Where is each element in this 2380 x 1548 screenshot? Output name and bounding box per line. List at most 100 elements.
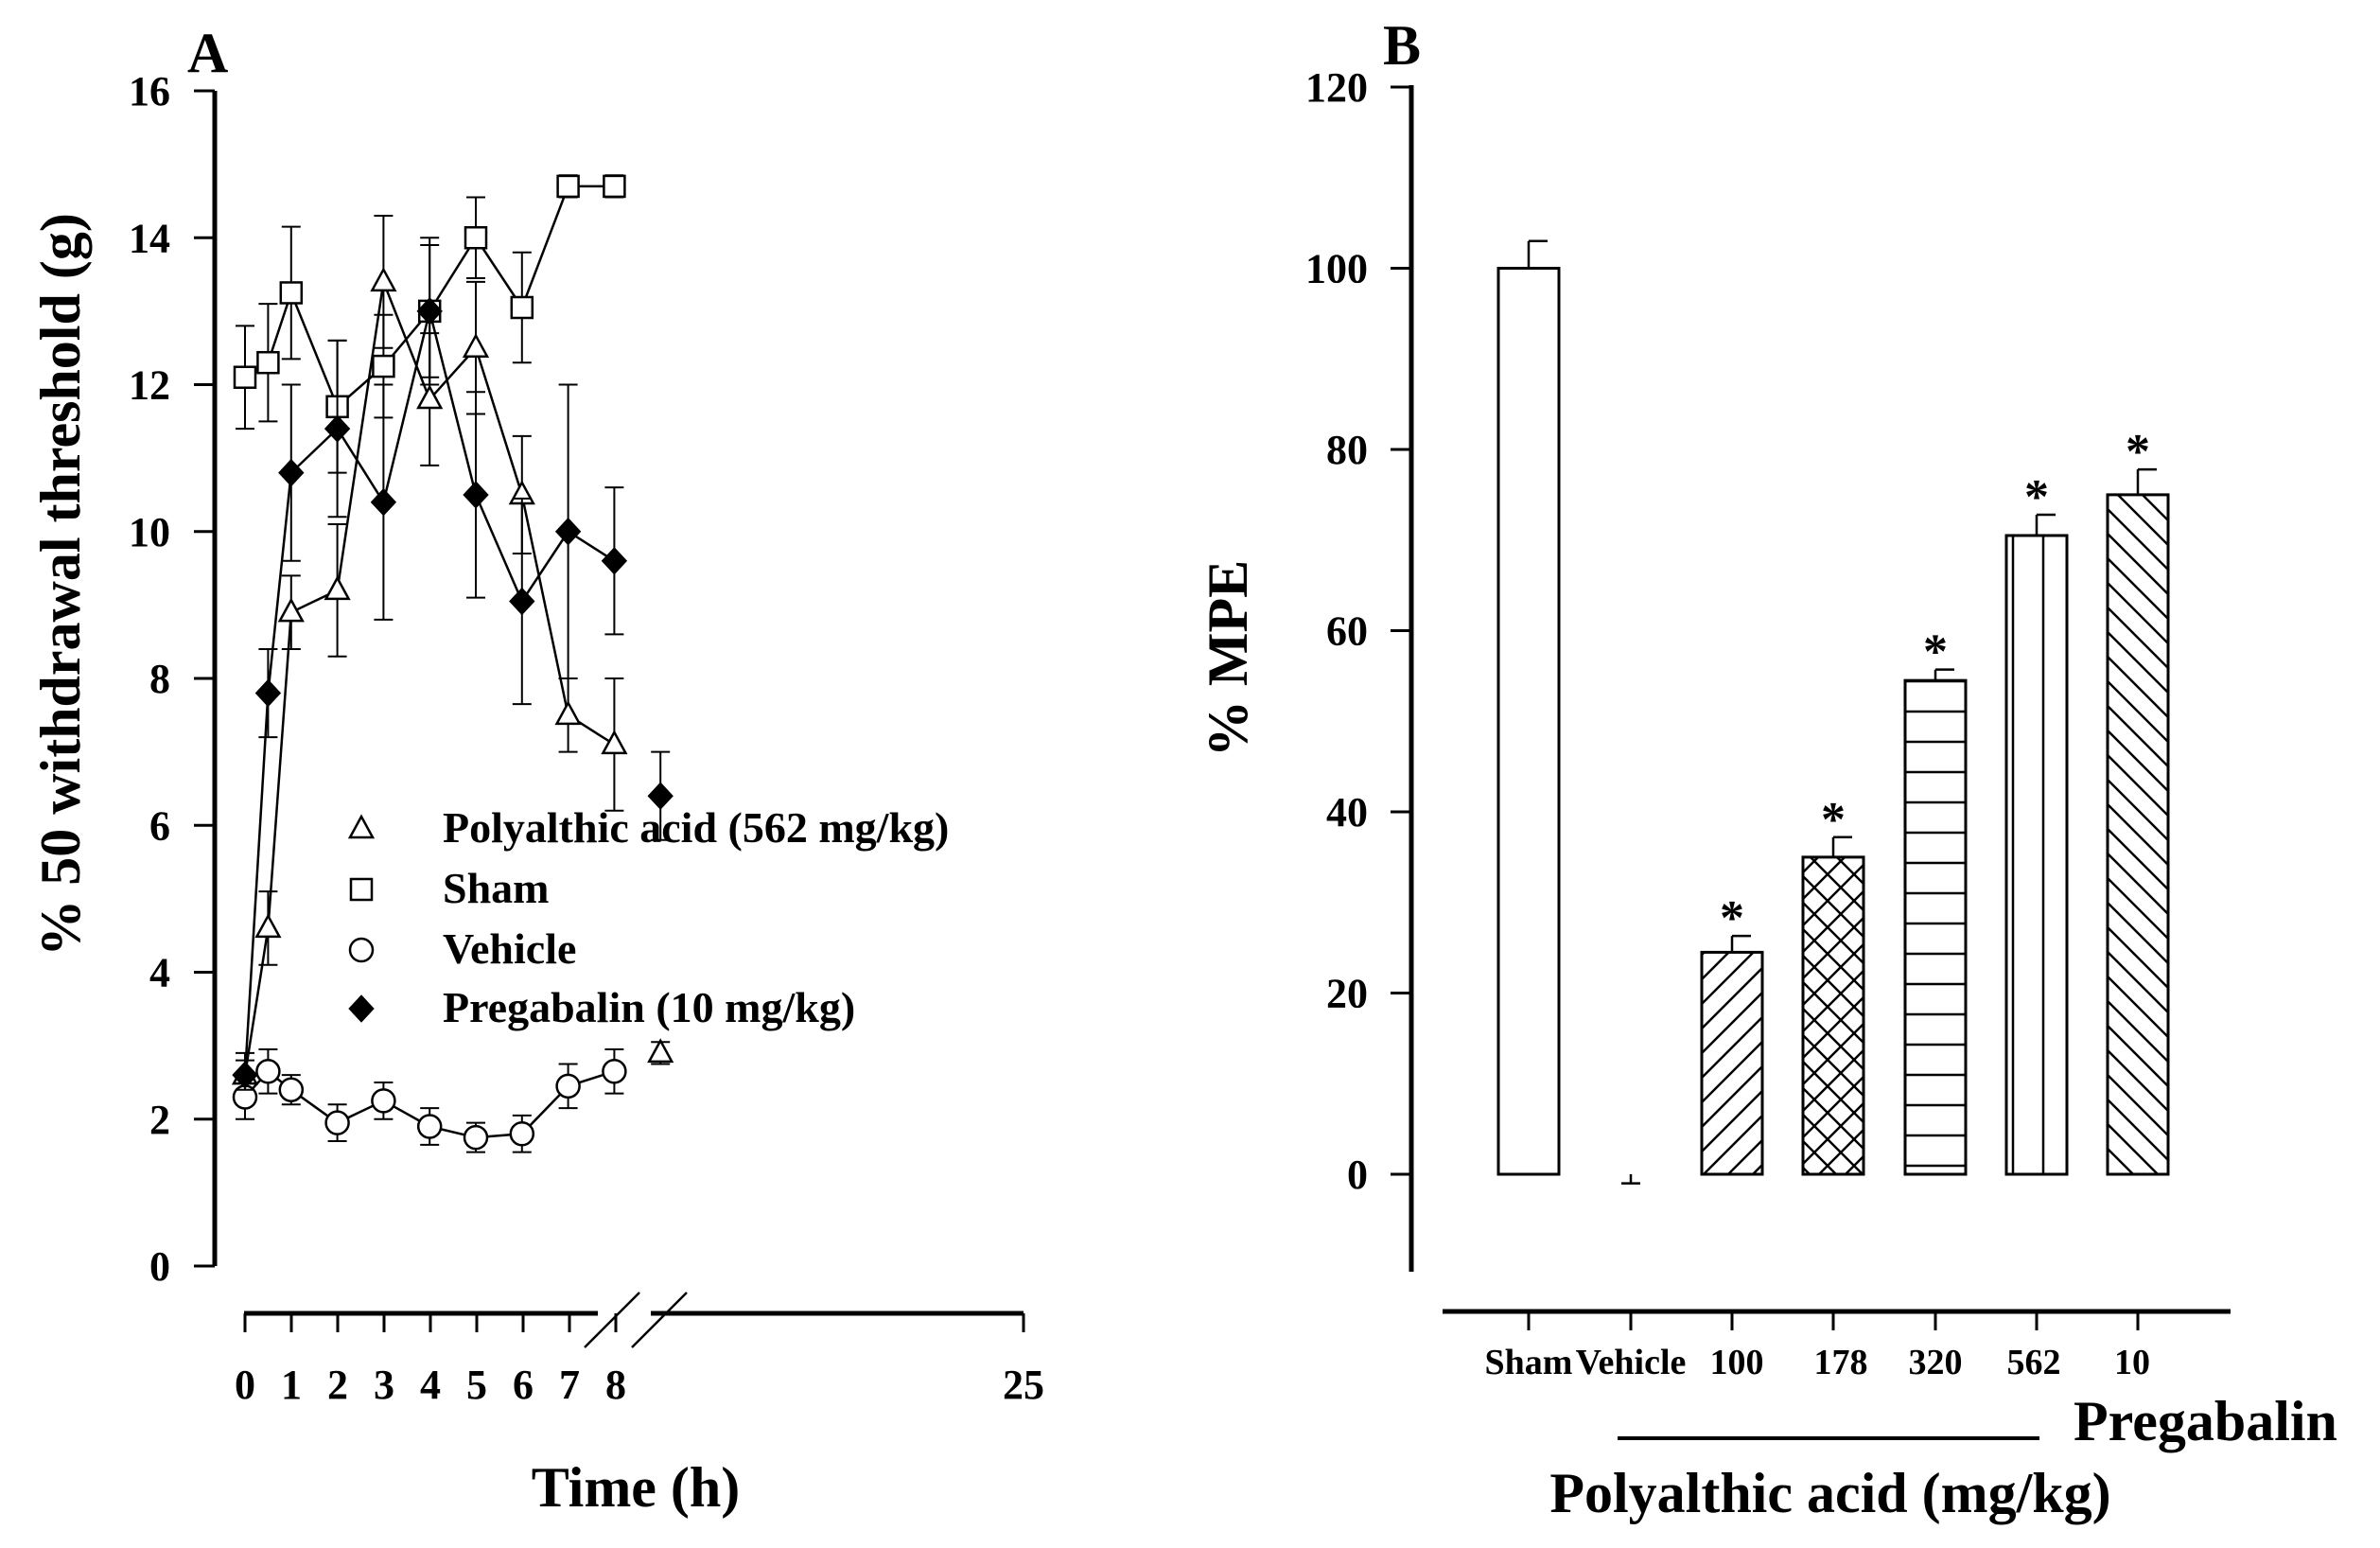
x-tick-label: 0 [235,1362,255,1408]
significance-star: * [1923,625,1948,679]
x-tick-label: 7 [559,1362,580,1408]
legend-label: Polyalthic acid (562 mg/kg) [443,803,949,852]
axis-break-mark [631,1292,688,1348]
panel-a-legend: Polyalthic acid (562 mg/kg) Sham Vehicle Pr… [347,803,949,1031]
pregabalin-group-label: Pregabalin [2074,1390,2337,1452]
data-point [370,267,397,292]
data-point [463,481,489,509]
y-tick-label: 60 [1326,608,1368,655]
x-tick-label: 25 [1003,1362,1044,1408]
y-tick-label: 20 [1326,971,1368,1017]
y-tick-label: 120 [1305,64,1368,111]
significance-star: * [2126,425,2150,479]
bar [1903,678,1968,1176]
bar [1700,950,1764,1176]
y-tick-label: 14 [129,215,170,261]
panel-b-y-ticks: 0 20 40 60 80 100 120 [1305,64,1411,1198]
series-filled-diamond [232,244,674,1091]
bar-group: 562 * [2004,470,2069,1382]
data-point [601,730,628,755]
bar [1801,855,1865,1176]
data-point [462,333,490,358]
legend-marker [348,937,375,963]
data-point [510,295,534,320]
series-line [243,310,616,1076]
axis-break-mark [584,1292,640,1348]
category-label: 100 [1710,1343,1764,1382]
data-point [556,174,580,199]
data-point [509,587,535,616]
series-open-circle [232,1048,627,1153]
x-tick-label: 1 [281,1362,302,1408]
data-point [416,384,444,410]
y-tick-label: 100 [1305,246,1368,292]
bar [2004,534,2069,1176]
significance-star: * [1821,793,1846,847]
panel-a-y-title: % 50 withdrawal threshold (g) [29,213,92,957]
data-point [371,1088,396,1114]
data-point [647,782,674,810]
data-point [416,297,443,325]
category-label: Sham [1485,1343,1573,1382]
bar-group: Vehicle [1576,1174,1686,1382]
legend-label: Vehicle [443,924,576,973]
x-tick-label: 5 [466,1362,487,1408]
data-point [254,913,282,939]
panel-b-label: B [1383,14,1421,77]
y-tick-label: 16 [129,68,170,114]
x-tick-label: 8 [605,1362,626,1408]
y-tick-label: 8 [149,656,170,702]
polyalthic-group-label: Polyalthic acid (mg/kg) [1549,1462,2110,1524]
bar-group: Sham [1485,239,1573,1382]
bar [2106,493,2170,1176]
x-tick-label: 2 [327,1362,348,1408]
panel-a-y-ticks: 0 2 4 6 8 10 12 14 16 [129,68,215,1290]
bar [1496,267,1561,1176]
y-tick-label: 0 [149,1243,170,1290]
y-tick-label: 4 [149,950,170,996]
y-tick-label: 0 [1347,1152,1368,1198]
data-point [324,1110,350,1135]
data-point [254,678,282,708]
data-point [278,1077,305,1102]
y-tick-label: 80 [1326,427,1368,473]
data-point [416,1114,443,1139]
legend-label: Sham [443,864,549,912]
data-point [554,700,582,726]
data-point [370,487,397,517]
panel-b-y-title: % MPE [1197,560,1259,757]
significance-star: * [2024,470,2049,524]
legend-marker [349,877,374,902]
category-label: 562 [2007,1343,2061,1382]
y-tick-label: 40 [1326,789,1368,836]
panel-a-label: A [187,22,228,84]
significance-star: * [1720,891,1744,945]
data-point [555,1073,581,1099]
series-line [244,1069,615,1139]
data-point [509,1121,535,1147]
data-point [324,414,351,443]
legend-marker [348,994,375,1023]
data-point [233,365,257,389]
panel-b-bars: Sham Vehicle 100 * 178 * 320 * 562 * 10 * [1485,239,2170,1382]
data-point [464,226,488,250]
y-tick-label: 10 [129,509,170,555]
data-point [255,1059,281,1084]
panel-a-x-title: Time (h) [532,1456,741,1519]
data-point [603,174,626,199]
data-point [232,1061,258,1089]
data-point [277,597,305,623]
y-tick-label: 2 [149,1097,170,1143]
data-point [554,518,582,546]
data-point [602,1059,627,1084]
panel-a-series [231,174,674,1153]
data-point [324,575,351,601]
legend-marker [347,814,376,839]
legend-label: Pregabalin (10 mg/kg) [443,983,855,1031]
panel-a-x-ticks: 0 1 2 3 4 5 6 7 8 25 [235,1313,1044,1408]
y-tick-label: 12 [129,362,170,409]
bar-group: 178 * [1801,793,1868,1382]
